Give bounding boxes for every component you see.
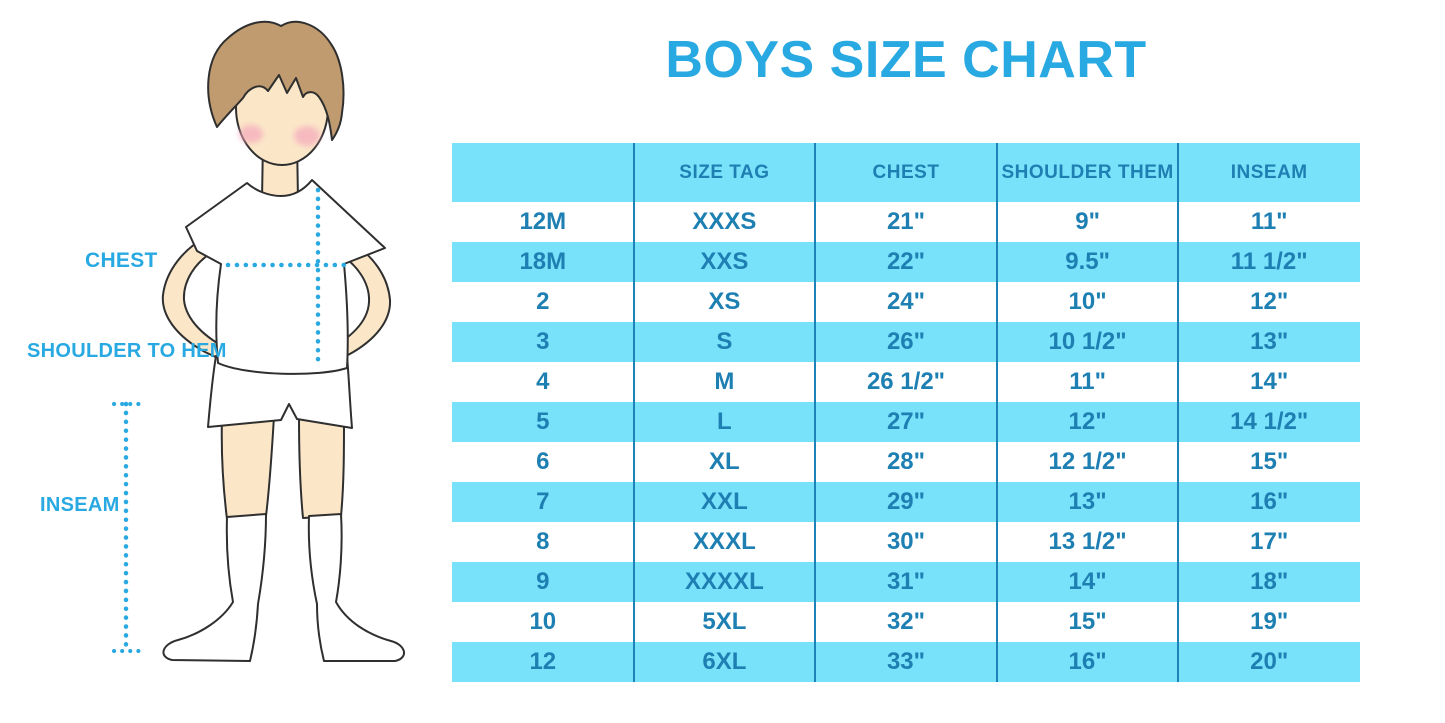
table-cell: 12 1/2"	[1048, 448, 1127, 475]
table-cell: 21"	[886, 208, 926, 235]
t-shirt	[185, 179, 386, 375]
header-cell: CHEST	[872, 161, 940, 183]
right-sock	[307, 513, 405, 662]
table-cell: 12M	[519, 208, 567, 235]
table-cell: 14 1/2"	[1230, 408, 1309, 435]
header-cell: SHOULDER THEM	[1001, 161, 1174, 183]
table-cell: 17"	[1250, 528, 1289, 555]
table-cell: 13 1/2"	[1048, 528, 1127, 555]
table-cell: 11 1/2"	[1230, 248, 1308, 275]
table-cell: 6	[536, 448, 550, 475]
table-row: 10 5XL 32" 15" 19"	[452, 602, 1360, 642]
table-cell: 20"	[1250, 648, 1289, 675]
left-leg	[220, 415, 275, 520]
table-cell: 18M	[519, 248, 567, 275]
column-divider	[1177, 143, 1180, 682]
table-cell: 12"	[1250, 288, 1289, 315]
table-cell: 26 1/2"	[866, 368, 946, 395]
table-cell: 16"	[1068, 648, 1107, 675]
column-divider	[814, 143, 817, 682]
table-cell: 16"	[1250, 488, 1289, 515]
table-cell: 15"	[1068, 608, 1107, 635]
right-cheek	[294, 126, 320, 146]
table-cell: S	[716, 328, 733, 355]
header-cell: SIZE TAG	[679, 161, 770, 183]
table-cell: XXS	[700, 248, 749, 275]
left-cheek	[239, 125, 263, 143]
table-cell: 9"	[1075, 208, 1100, 235]
table-cell: 13"	[1068, 488, 1107, 515]
table-row: 4 M 26 1/2" 11" 14"	[452, 362, 1360, 402]
size-table-header: SIZE TAG CHEST SHOULDER THEM INSEAM	[452, 143, 1360, 202]
table-cell: 14"	[1250, 368, 1289, 395]
right-leg	[298, 416, 345, 519]
table-cell: 26"	[886, 328, 926, 355]
boy-illustration	[112, 20, 405, 662]
table-row: 12 6XL 33" 16" 20"	[452, 642, 1360, 682]
chest-label: CHEST	[85, 249, 158, 272]
table-cell: XXL	[701, 488, 748, 515]
table-row: 2 XS 24" 10" 12"	[452, 282, 1360, 322]
table-row: 8 XXXL 30" 13 1/2" 17"	[452, 522, 1360, 562]
measurement-lines	[112, 187, 347, 654]
table-cell: 29"	[886, 488, 926, 515]
table-cell: 6XL	[702, 648, 747, 675]
table-cell: XXXL	[693, 528, 756, 555]
table-cell: 11"	[1069, 368, 1106, 395]
table-cell: 3	[536, 328, 550, 355]
table-cell: 12	[529, 648, 557, 675]
table-cell: 28"	[886, 448, 926, 475]
table-cell: 11"	[1250, 208, 1288, 235]
table-row: 7 XXL 29" 13" 16"	[452, 482, 1360, 522]
table-cell: 22"	[886, 248, 926, 275]
figure-area: CHEST SHOULDER TO HEM INSEAM	[0, 0, 450, 723]
table-cell: 7	[536, 488, 550, 515]
table-cell: 5	[536, 408, 550, 435]
shoulder-to-hem-label: SHOULDER TO HEM	[27, 340, 227, 362]
table-row: 5 L 27" 12" 14 1/2"	[452, 402, 1360, 442]
size-table-body: 12M XXXS 21" 9" 11" 18M XXS 22" 9.5" 11 1/2" 2 XS 24…	[452, 202, 1360, 682]
table-cell: 2	[536, 288, 550, 315]
left-sock	[162, 513, 267, 662]
table-row: 6 XL 28" 12 1/2" 15"	[452, 442, 1360, 482]
table-row: 9 XXXXL 31" 14" 18"	[452, 562, 1360, 602]
table-cell: 33"	[886, 648, 926, 675]
column-divider	[995, 143, 998, 682]
table-cell: 9.5"	[1065, 248, 1110, 275]
table-row: 18M XXS 22" 9.5" 11 1/2"	[452, 242, 1360, 282]
table-cell: 8	[536, 528, 550, 555]
table-cell: 31"	[886, 568, 926, 595]
table-cell: 19"	[1250, 608, 1289, 635]
table-row: 3 S 26" 10 1/2" 13"	[452, 322, 1360, 362]
table-cell: 5XL	[702, 608, 747, 635]
table-cell: 9	[536, 568, 550, 595]
table-cell: 15"	[1250, 448, 1289, 475]
table-cell: XXXS	[692, 208, 757, 235]
table-cell: 12"	[1068, 408, 1107, 435]
table-cell: XS	[708, 288, 741, 315]
table-cell: 24"	[886, 288, 926, 315]
table-cell: 13"	[1250, 328, 1289, 355]
table-cell: 4	[536, 368, 550, 395]
table-cell: 10 1/2"	[1048, 328, 1127, 355]
table-cell: L	[717, 408, 732, 435]
table-cell: 18"	[1250, 568, 1289, 595]
inseam-label: INSEAM	[40, 494, 120, 516]
table-row: 12M XXXS 21" 9" 11"	[452, 202, 1360, 242]
page-title: BOYS SIZE CHART	[665, 31, 1147, 89]
size-table: SIZE TAG CHEST SHOULDER THEM INSEAM 12M XXXS…	[452, 143, 1360, 682]
hair	[207, 20, 345, 141]
table-cell: 32"	[886, 608, 926, 635]
table-cell: 27"	[886, 408, 926, 435]
table-cell: 10	[529, 608, 557, 635]
table-cell: XL	[709, 448, 740, 475]
table-cell: M	[714, 368, 735, 395]
table-cell: 30"	[886, 528, 926, 555]
table-cell: XXXXL	[685, 568, 764, 595]
column-divider	[632, 143, 635, 682]
table-cell: 14"	[1068, 568, 1107, 595]
table-cell: 10"	[1068, 288, 1107, 315]
header-cell: INSEAM	[1230, 161, 1308, 183]
